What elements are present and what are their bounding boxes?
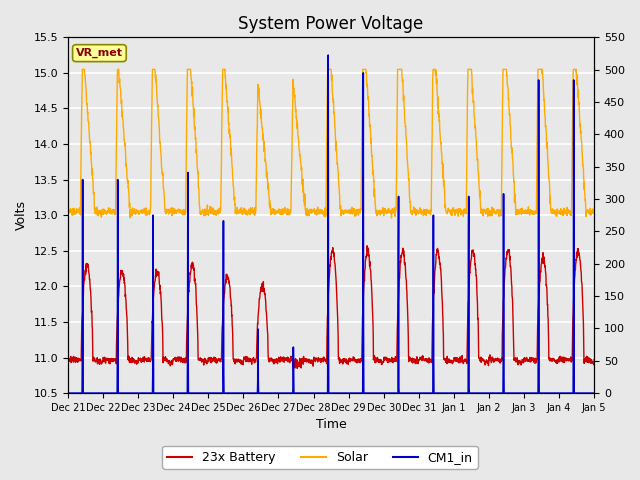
X-axis label: Time: Time (316, 419, 346, 432)
Legend: 23x Battery, Solar, CM1_in: 23x Battery, Solar, CM1_in (163, 446, 477, 469)
Text: VR_met: VR_met (76, 48, 123, 58)
Y-axis label: Volts: Volts (15, 200, 28, 230)
Title: System Power Voltage: System Power Voltage (239, 15, 424, 33)
